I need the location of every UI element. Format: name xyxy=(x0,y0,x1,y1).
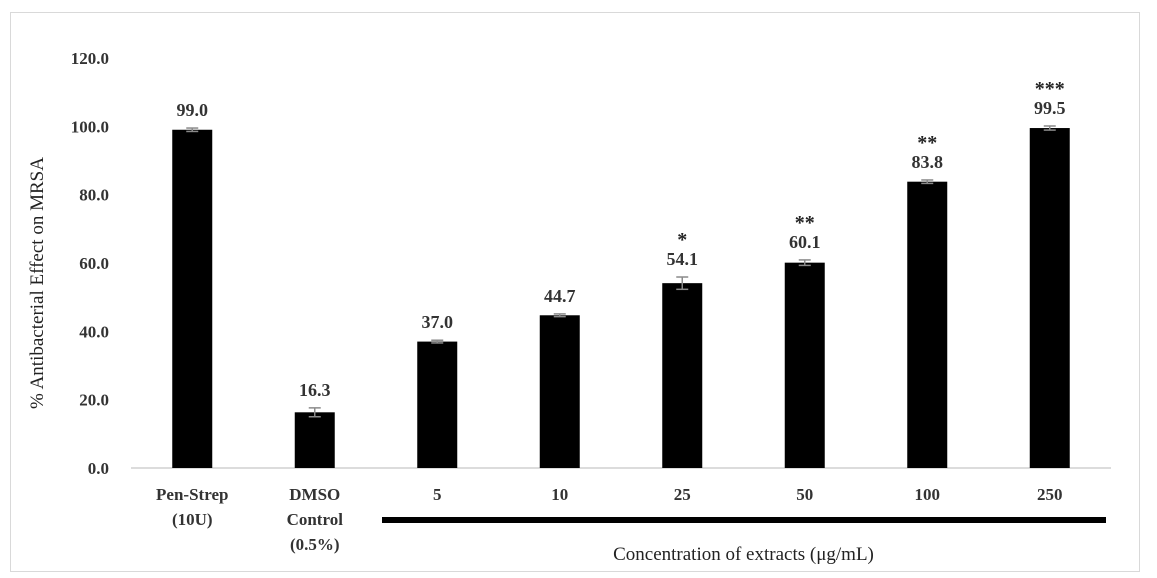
error-bars-group xyxy=(186,125,1056,418)
data-label: 37.0 xyxy=(422,312,454,332)
bar-chart: 0.0 20.0 40.0 60.0 80.0 100.0 120.0 99.0 16.3 37… xyxy=(27,49,1111,565)
y-axis-ticks: 0.0 20.0 40.0 60.0 80.0 100.0 120.0 xyxy=(71,49,109,478)
y-axis-title: % Antibacterial Effect on MRSA xyxy=(27,157,48,409)
category-label: Pen-Strep (10U) xyxy=(156,485,228,529)
x-axis-title: Concentration of extracts (μg/mL) xyxy=(613,544,874,565)
category-label-line: Control xyxy=(287,510,344,529)
data-label: 99.5 xyxy=(1034,98,1066,118)
data-label: 83.8 xyxy=(912,152,944,172)
category-label-line: 5 xyxy=(433,485,442,504)
y-tick-label: 120.0 xyxy=(71,49,109,68)
data-labels-group: 99.016.337.044.754.1* 60.1**83.8**99.5*** xyxy=(177,78,1066,400)
category-label-line: 100 xyxy=(915,485,941,504)
category-label: 5 xyxy=(433,485,442,504)
category-label-line: DMSO xyxy=(289,485,340,504)
bar xyxy=(294,412,335,468)
category-label: 10 xyxy=(551,485,568,504)
chart-frame: 0.0 20.0 40.0 60.0 80.0 100.0 120.0 99.0 16.3 37… xyxy=(10,12,1140,572)
significance-marker: ** xyxy=(917,132,937,154)
bar xyxy=(662,283,703,468)
category-label: 50 xyxy=(796,485,813,504)
category-label-line: 250 xyxy=(1037,485,1063,504)
category-label-line: 25 xyxy=(674,485,691,504)
category-label: 250 xyxy=(1037,485,1063,504)
y-tick-label: 40.0 xyxy=(79,322,109,341)
category-label-line: 10 xyxy=(551,485,568,504)
category-labels-group: Pen-Strep (10U) DMSO Control (0.5%) 5 10 25 50 10… xyxy=(156,485,1062,554)
data-label: 60.1 xyxy=(789,232,821,252)
bar xyxy=(539,315,580,468)
category-label-line: 50 xyxy=(796,485,813,504)
significance-marker: *** xyxy=(1035,78,1065,100)
category-label-line: (10U) xyxy=(172,510,213,529)
category-label: 100 xyxy=(915,485,941,504)
y-tick-label: 0.0 xyxy=(88,459,109,478)
category-label: DMSO Control (0.5%) xyxy=(287,485,344,554)
data-label: 44.7 xyxy=(544,286,576,306)
y-tick-label: 80.0 xyxy=(79,186,109,205)
category-label-line: Pen-Strep xyxy=(156,485,228,504)
bar xyxy=(1029,128,1070,468)
significance-marker: ** xyxy=(795,212,815,234)
category-label: 25 xyxy=(674,485,691,504)
data-label: 16.3 xyxy=(299,380,331,400)
bars-group xyxy=(172,128,1070,468)
bar xyxy=(172,129,213,468)
y-tick-label: 100.0 xyxy=(71,117,109,136)
data-label: 99.0 xyxy=(177,100,209,120)
data-label: 54.1 xyxy=(667,249,699,269)
significance-marker: * xyxy=(677,229,687,251)
bar xyxy=(907,181,948,468)
bar xyxy=(417,341,458,468)
y-tick-label: 60.0 xyxy=(79,254,109,273)
category-label-line: (0.5%) xyxy=(290,535,340,554)
bar xyxy=(784,262,825,468)
y-tick-label: 20.0 xyxy=(79,391,109,410)
